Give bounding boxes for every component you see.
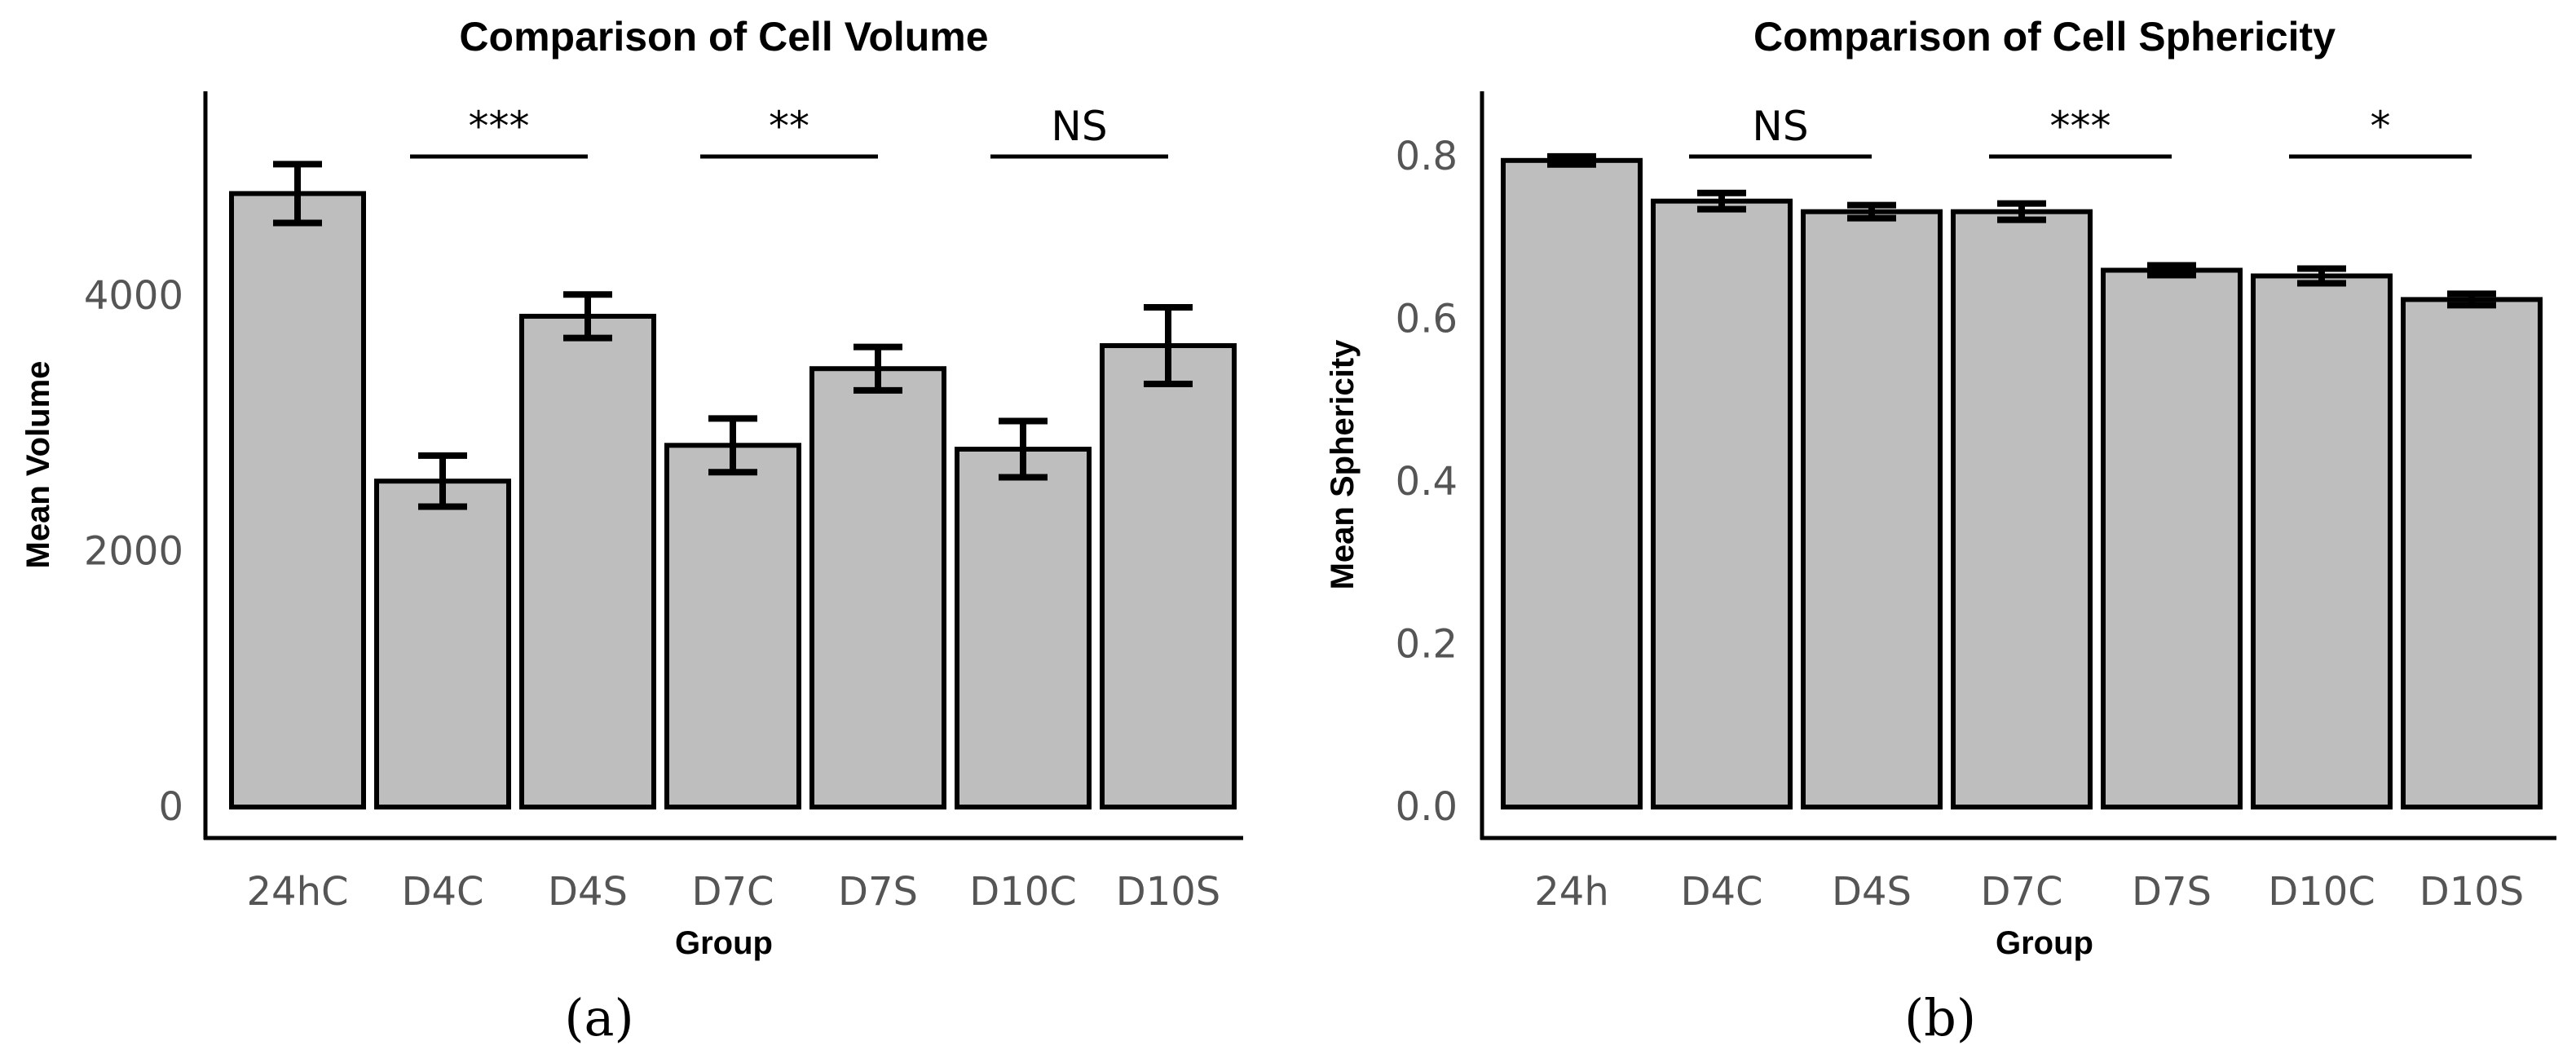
significance-label: *** (2050, 103, 2111, 150)
bar-d4s (1801, 209, 1943, 809)
bar-d7s (809, 366, 946, 810)
significance-label: NS (1051, 103, 1107, 150)
bar-d7c (1951, 209, 2093, 809)
bar-d10c (955, 447, 1092, 809)
y-tick-label: 0.6 (1396, 296, 1458, 342)
x-tick-label: D10S (1116, 869, 1221, 915)
x-tick-label: D7S (838, 869, 918, 915)
bar-d4c (1651, 198, 1793, 809)
significance-label: * (2371, 103, 2391, 150)
x-axis-title: Group (1996, 925, 2093, 961)
bar-d10s (1100, 343, 1237, 809)
x-tick-label: D7C (691, 869, 774, 915)
x-tick-label: D10S (2419, 869, 2525, 915)
sphericity-chart: Comparison of Cell Sphericity Mean Spher… (1325, 14, 2556, 1048)
significance-label: NS (1752, 103, 1808, 150)
x-tick-label: D4S (548, 869, 628, 915)
significance-label: ** (769, 103, 809, 150)
y-tick-label: 0.2 (1396, 621, 1458, 667)
y-tick-label: 0.4 (1396, 459, 1458, 505)
volume-chart: Comparison of Cell Volume Mean Volume Gr… (20, 14, 1243, 1048)
bar-24h (1501, 157, 1643, 809)
bar-d4s (519, 313, 656, 809)
x-tick-label: D4S (1832, 869, 1912, 915)
x-tick-label: D4C (1680, 869, 1762, 915)
y-tick-label: 0.8 (1396, 134, 1458, 179)
bar-d7s (2101, 267, 2243, 809)
x-tick-label: 24hC (246, 869, 348, 915)
panel-label: (b) (1904, 988, 1976, 1048)
bar-d10s (2401, 297, 2543, 810)
y-tick-label: 2000 (84, 528, 183, 574)
y-axis-title: Mean Volume (20, 361, 56, 569)
x-tick-label: 24h (1534, 869, 1609, 915)
chart-title: Comparison of Cell Volume (459, 14, 988, 60)
y-tick-label: 0.0 (1396, 784, 1458, 830)
y-tick-label: 4000 (84, 273, 183, 319)
x-tick-label: D10C (2268, 869, 2375, 915)
x-tick-label: D4C (401, 869, 483, 915)
bar-d10c (2251, 273, 2393, 810)
y-axis-title: Mean Sphericity (1325, 339, 1361, 590)
panel-label: (a) (564, 988, 633, 1048)
x-tick-label: D7C (1980, 869, 2062, 915)
x-tick-label: D10C (969, 869, 1077, 915)
x-axis-title: Group (675, 925, 773, 961)
x-tick-label: D7S (2132, 869, 2212, 915)
bar-24hc (229, 191, 366, 809)
y-tick-label: 0 (158, 784, 183, 830)
bar-d4c (374, 479, 511, 809)
bar-d7c (664, 443, 801, 810)
chart-title: Comparison of Cell Sphericity (1753, 14, 2336, 60)
significance-label: *** (469, 103, 530, 150)
